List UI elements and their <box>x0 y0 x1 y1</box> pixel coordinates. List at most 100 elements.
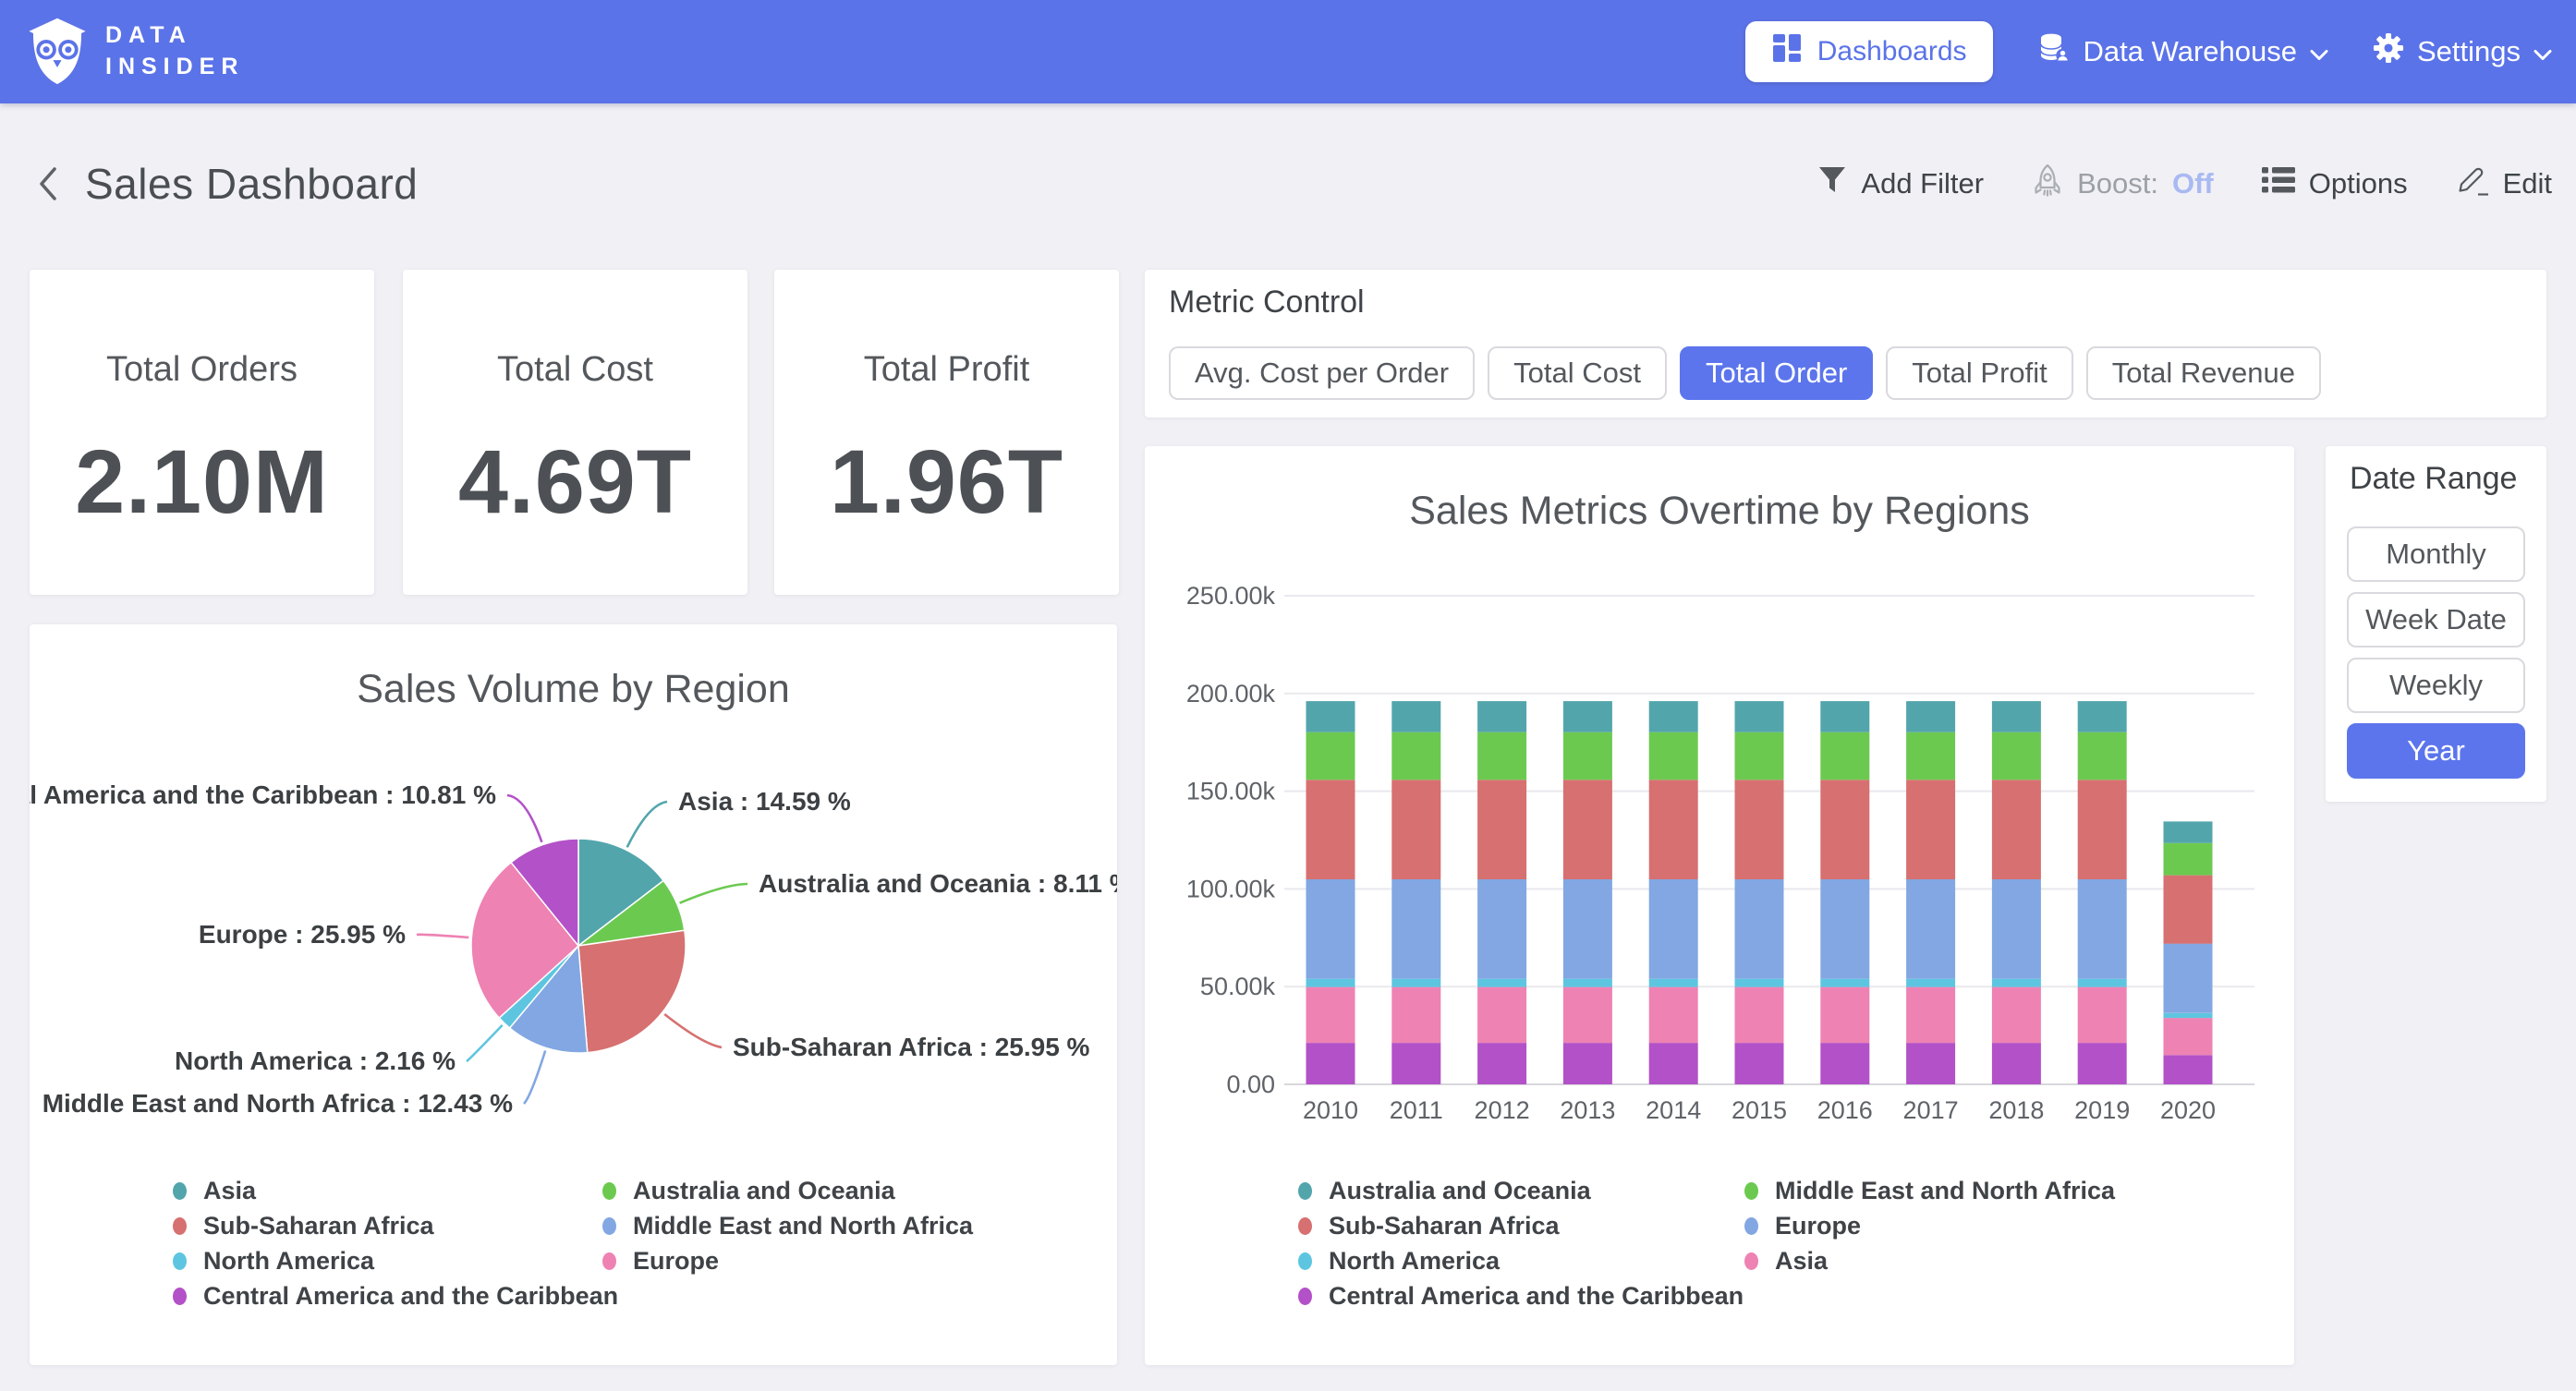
metric-control-buttons: Avg. Cost per Order Total Cost Total Order… <box>1169 346 2321 400</box>
kpi-value: 4.69T <box>457 431 693 532</box>
date-range-option-year[interactable]: Year <box>2347 723 2525 779</box>
x-tick-label: 2020 <box>2160 1096 2216 1124</box>
x-tick-label: 2017 <box>1903 1096 1959 1124</box>
bar-segment-europe-2019 <box>2077 879 2127 979</box>
bar-segment-central-america-and-the-caribbean-2017 <box>1906 1043 1956 1084</box>
bar-segment-asia-2019 <box>2077 986 2127 1044</box>
legend-item-central-america-and-the-caribbean: Central America and the Caribbean <box>173 1278 618 1313</box>
pie-slice-label: Middle East and North Africa : 12.43 % <box>43 1089 513 1118</box>
bar-segment-sub-saharan-africa-2019 <box>2077 780 2127 879</box>
brand-name: DATA INSIDER <box>105 20 244 83</box>
legend-dot <box>173 1181 187 1200</box>
metric-option-avg-cost-per-order[interactable]: Avg. Cost per Order <box>1169 346 1476 400</box>
filter-icon <box>1817 164 1847 202</box>
bar-segment-north-america-2018 <box>1991 978 2041 987</box>
pie-slice-label: Central America and the Caribbean : 10.8… <box>30 780 496 809</box>
kpi-card-total-profit: Total Profit 1.96T <box>774 270 1119 595</box>
y-tick-label: 50.00k <box>1200 973 1276 1000</box>
bar-segment-sub-saharan-africa-2012 <box>1477 780 1527 879</box>
gear-icon <box>2373 32 2404 71</box>
options-button[interactable]: Options <box>2261 166 2408 201</box>
pie-label-line <box>506 793 543 843</box>
bar-chart-card: Sales Metrics Overtime by Regions 0.00 50… <box>1145 446 2294 1365</box>
metric-option-total-order[interactable]: Total Order <box>1679 346 1874 400</box>
bar-segment-europe-2013 <box>1562 879 1612 979</box>
metric-option-total-revenue[interactable]: Total Revenue <box>2085 346 2321 400</box>
pie-slice-central-america-and-the-caribbean <box>510 838 579 949</box>
y-tick-label: 100.00k <box>1186 875 1276 902</box>
date-range-option-weekly[interactable]: Weekly <box>2347 658 2525 713</box>
back-button[interactable] <box>33 163 61 205</box>
bar-segment-sub-saharan-africa-2014 <box>1648 780 1698 879</box>
date-range-option-week-date[interactable]: Week Date <box>2347 592 2525 647</box>
x-tick-label: 2018 <box>1988 1096 2044 1124</box>
bar-chart-title: Sales Metrics Overtime by Regions <box>1409 489 2030 533</box>
nav-settings[interactable]: Settings <box>2373 32 2552 71</box>
bar-segment-australia-and-oceania-2012 <box>1477 701 1527 732</box>
options-label: Options <box>2308 166 2408 200</box>
bar-legend-column-2: Middle East and North Africa Europe Asia <box>1744 1173 2115 1278</box>
pie-slice-label: Sub-Saharan Africa : 25.95 % <box>733 1033 1090 1061</box>
bar-segment-asia-2014 <box>1648 986 1698 1044</box>
page-title: Sales Dashboard <box>85 159 419 208</box>
bar-segment-europe-2010 <box>1306 879 1355 979</box>
date-range-option-monthly[interactable]: Monthly <box>2347 526 2525 582</box>
bar-segment-asia-2015 <box>1734 986 1784 1044</box>
edit-button[interactable]: Edit <box>2456 163 2552 204</box>
nav-data-warehouse-label: Data Warehouse <box>2083 35 2297 67</box>
pie-slice-middle-east-and-north-africa <box>508 944 589 1054</box>
bar-segment-europe-2011 <box>1391 879 1441 979</box>
pie-slice-label: Australia and Oceania : 8.11 % <box>759 869 1117 898</box>
bar-segment-north-america-2019 <box>2077 978 2127 987</box>
bar-segment-asia-2011 <box>1391 986 1441 1044</box>
bar-segment-asia-2020 <box>2163 1018 2213 1056</box>
legend-dot <box>1744 1252 1758 1270</box>
bar-segment-middle-east-and-north-africa-2012 <box>1477 732 1527 780</box>
metric-option-total-profit[interactable]: Total Profit <box>1886 346 2073 400</box>
bar-segment-middle-east-and-north-africa-2020 <box>2163 842 2213 876</box>
bar-segment-sub-saharan-africa-2015 <box>1734 780 1784 879</box>
bar-legend-column-1: Australia and Oceania Sub-Saharan Africa N… <box>1298 1173 1744 1313</box>
pie-chart-title: Sales Volume by Region <box>357 667 790 711</box>
bar-segment-north-america-2016 <box>1820 978 1870 987</box>
date-range-panel: Date Range Monthly Week Date Weekly Year <box>2326 446 2546 802</box>
bar-segment-europe-2015 <box>1734 879 1784 979</box>
legend-item-australia-and-oceania: Australia and Oceania <box>1298 1173 1744 1208</box>
metric-option-total-cost[interactable]: Total Cost <box>1488 346 1667 400</box>
legend-item-sub-saharan-africa: Sub-Saharan Africa <box>1298 1208 1744 1243</box>
legend-dot <box>173 1216 187 1235</box>
brand-line-1: DATA <box>105 22 192 49</box>
bar-segment-australia-and-oceania-2019 <box>2077 701 2127 732</box>
bar-segment-north-america-2015 <box>1734 978 1784 987</box>
nav-dashboards-button[interactable]: Dashboards <box>1744 21 1993 82</box>
bar-segment-middle-east-and-north-africa-2011 <box>1391 732 1441 780</box>
pie-label-line <box>416 933 469 939</box>
legend-label: Sub-Saharan Africa <box>1329 1211 1560 1240</box>
dashboards-grid-icon <box>1771 32 1803 71</box>
nav-data-warehouse[interactable]: Data Warehouse <box>2037 31 2328 72</box>
legend-dot <box>173 1287 187 1305</box>
bar-segment-middle-east-and-north-africa-2018 <box>1991 732 2041 780</box>
bar-chart-svg: 0.00 50.00k 100.00k 150.00k 200.00k 250.00k 20… <box>1186 582 2254 1124</box>
legend-dot <box>173 1252 187 1270</box>
legend-item-middle-east-and-north-africa: Middle East and North Africa <box>1744 1173 2115 1208</box>
top-nav: DATA INSIDER Dashboards <box>0 0 2576 103</box>
page-header: Sales Dashboard Add Filter <box>0 103 2576 263</box>
legend-item-north-america: North America <box>1298 1243 1744 1278</box>
bar-segment-middle-east-and-north-africa-2016 <box>1820 732 1870 780</box>
x-tick-label: 2015 <box>1732 1096 1787 1124</box>
legend-item-europe: Europe <box>1744 1208 2115 1243</box>
boost-toggle[interactable]: Boost: Off <box>2032 163 2214 205</box>
chevron-down-icon <box>2533 35 2552 68</box>
pie-slice-sub-saharan-africa <box>577 929 687 1054</box>
pie-slice-label: Europe : 25.95 % <box>199 920 406 949</box>
bar-segment-central-america-and-the-caribbean-2012 <box>1477 1043 1527 1084</box>
bar-segment-central-america-and-the-caribbean-2020 <box>2163 1055 2213 1084</box>
add-filter-button[interactable]: Add Filter <box>1817 164 1984 202</box>
bar-segment-central-america-and-the-caribbean-2019 <box>2077 1043 2127 1084</box>
legend-dot <box>1298 1181 1312 1200</box>
chevron-down-icon <box>2310 35 2328 68</box>
bar-segment-europe-2018 <box>1991 879 2041 979</box>
add-filter-label: Add Filter <box>1861 166 1985 200</box>
y-tick-label: 250.00k <box>1186 582 1276 610</box>
